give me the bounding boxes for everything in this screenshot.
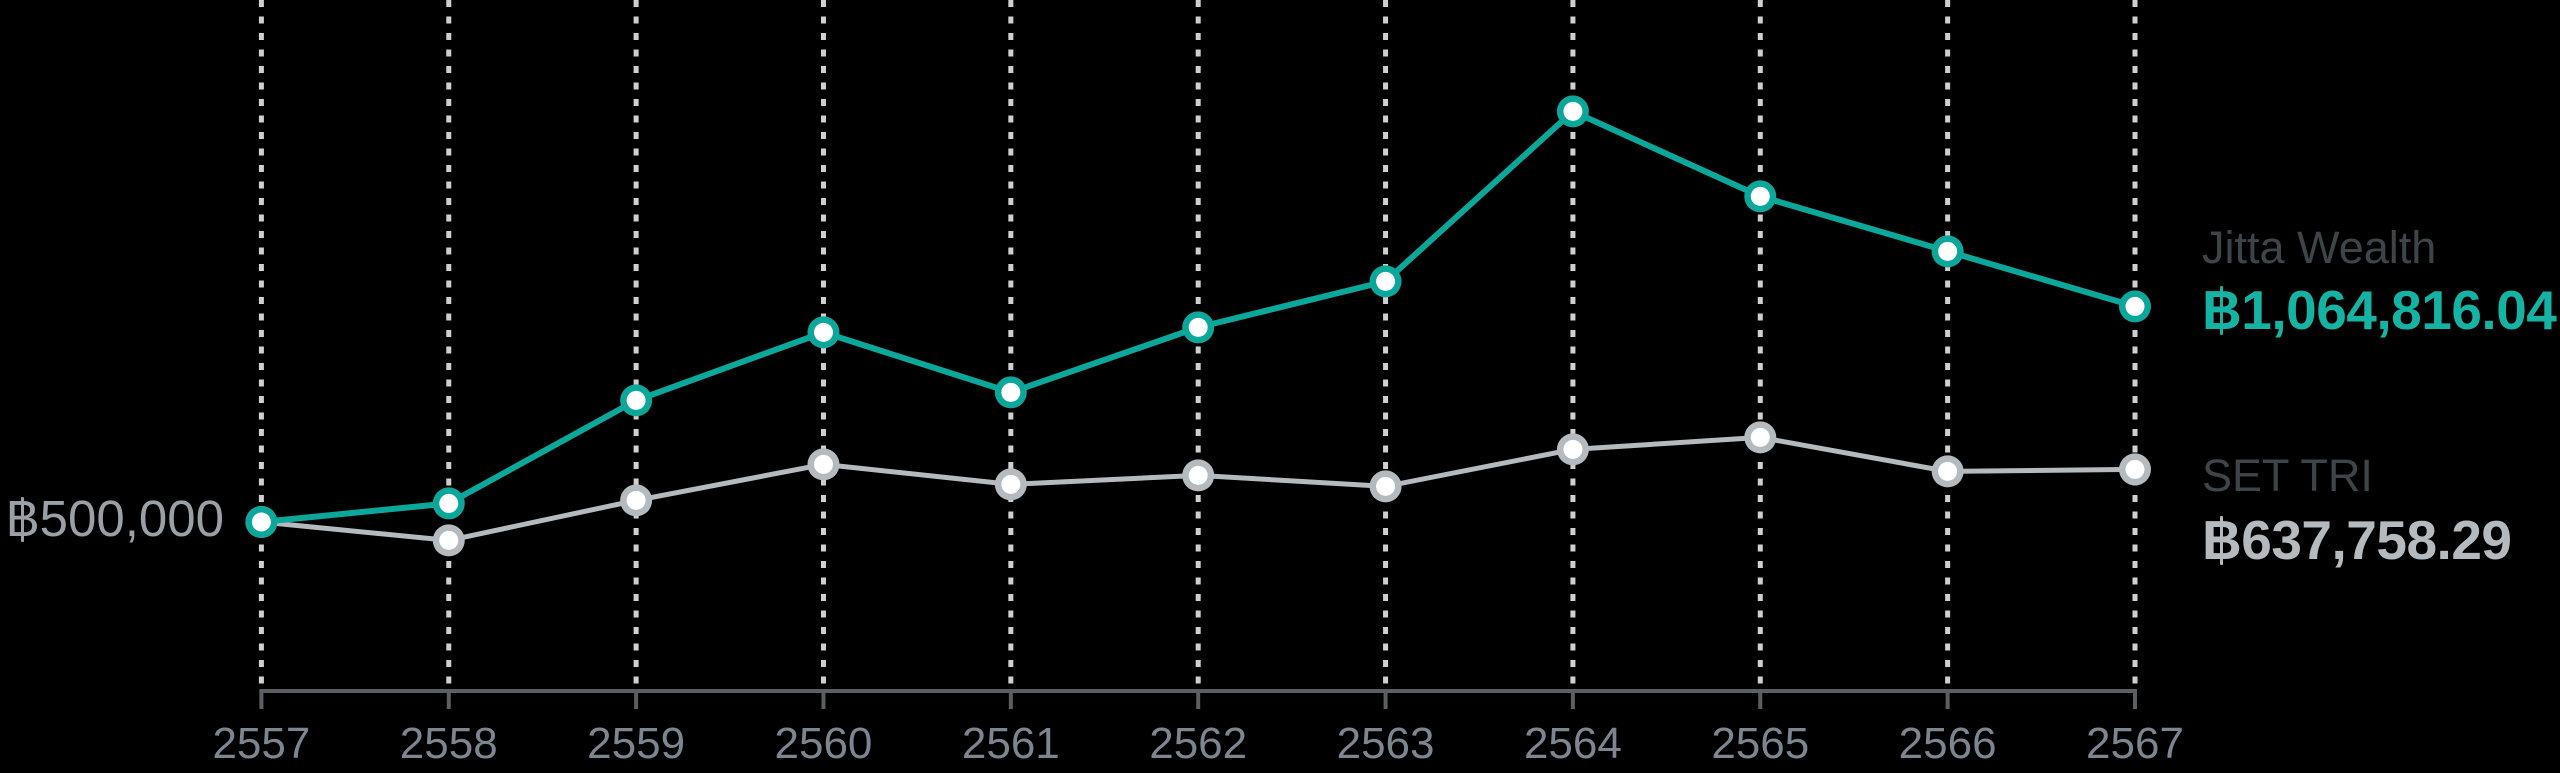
point-core [813, 454, 833, 474]
legend-set-tri-label: SET TRI [2202, 450, 2373, 501]
data-point-jitta-wealth-2564[interactable] [1556, 95, 1589, 128]
x-axis-label-2564: 2564 [1523, 719, 1622, 768]
point-core [1001, 382, 1021, 402]
data-point-set-tri-2561[interactable] [994, 468, 1027, 501]
data-point-jitta-wealth-2563[interactable] [1369, 265, 1402, 298]
data-point-set-tri-2566[interactable] [1931, 455, 1964, 488]
x-axis-label-2557: 2557 [212, 719, 311, 768]
legend-jitta-wealth-label: Jitta Wealth [2202, 222, 2437, 273]
point-core [2125, 296, 2145, 316]
point-core [1188, 317, 1208, 337]
x-axis-label-2562: 2562 [1149, 719, 1248, 768]
data-point-jitta-wealth-2558[interactable] [432, 487, 465, 520]
point-core [1376, 476, 1396, 496]
y-axis-baseline-label: B500,000 [0, 493, 224, 545]
data-point-set-tri-2558[interactable] [432, 524, 465, 557]
x-axis-label-2567: 2567 [2086, 719, 2184, 768]
point-core [1001, 474, 1021, 494]
point-core [439, 493, 459, 513]
baht-symbol: B [6, 493, 40, 545]
point-core [1750, 427, 1770, 447]
x-axis-label-2563: 2563 [1336, 719, 1435, 768]
point-core [813, 322, 833, 342]
data-point-jitta-wealth-2562[interactable] [1182, 311, 1215, 344]
x-axis-label-2566: 2566 [1898, 719, 1997, 768]
data-point-set-tri-2564[interactable] [1556, 433, 1589, 466]
data-point-jitta-wealth-2566[interactable] [1931, 235, 1964, 268]
point-core [439, 530, 459, 550]
legend-jitta-wealth-value: B1,064,816.04 [2202, 282, 2557, 338]
point-core [626, 390, 646, 410]
point-core [251, 512, 271, 532]
point-core [1376, 271, 1396, 291]
point-core [1938, 241, 1958, 261]
x-axis-label-2561: 2561 [961, 719, 1060, 768]
data-point-jitta-wealth-2565[interactable] [1744, 180, 1777, 213]
point-core [1563, 439, 1583, 459]
point-core [1563, 101, 1583, 121]
point-core [626, 490, 646, 510]
data-point-jitta-wealth-2560[interactable] [807, 316, 840, 349]
data-point-set-tri-2567[interactable] [2119, 453, 2151, 486]
point-core [1750, 186, 1770, 206]
point-core [1188, 465, 1208, 485]
data-point-set-tri-2560[interactable] [807, 448, 840, 481]
data-point-set-tri-2565[interactable] [1744, 421, 1777, 454]
baht-symbol: B [2202, 512, 2242, 568]
point-core [2125, 459, 2145, 479]
data-point-jitta-wealth-2561[interactable] [994, 376, 1027, 409]
x-axis-label-2559: 2559 [587, 719, 686, 768]
data-point-set-tri-2559[interactable] [620, 484, 653, 517]
point-core [1938, 461, 1958, 481]
x-axis-label-2560: 2560 [774, 719, 873, 768]
data-point-jitta-wealth-2559[interactable] [620, 384, 653, 417]
data-point-jitta-wealth-2567[interactable] [2119, 290, 2151, 323]
x-axis-label-2565: 2565 [1711, 719, 1810, 768]
legend-set-tri-value: B637,758.29 [2202, 512, 2512, 568]
data-point-set-tri-2562[interactable] [1182, 459, 1215, 492]
x-axis-label-2558: 2558 [399, 719, 498, 768]
baht-symbol: B [2202, 282, 2242, 338]
data-point-set-tri-2563[interactable] [1369, 470, 1402, 503]
data-point-jitta-wealth-2557[interactable] [245, 506, 278, 538]
